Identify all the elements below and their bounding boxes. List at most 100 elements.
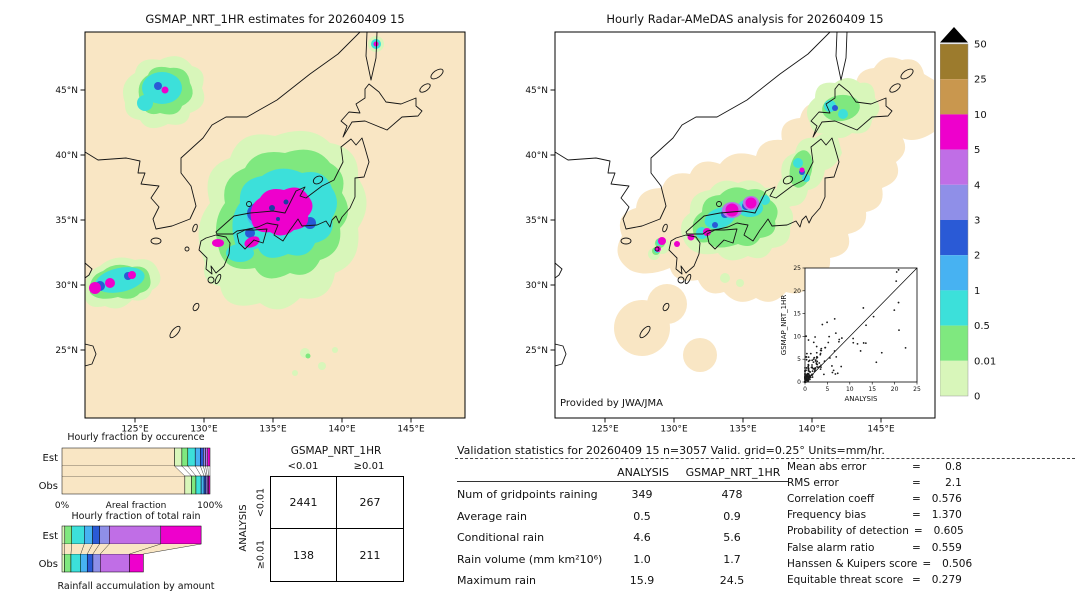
scatter-point (807, 356, 810, 358)
equals-sign: = (912, 509, 921, 522)
bar-segment (70, 553, 81, 573)
contingency-cell-hit-dry: 2441 (271, 477, 337, 529)
bar-segment (109, 525, 162, 545)
scatter-point (806, 373, 809, 376)
row-label-obs: Obs (39, 481, 58, 492)
scatter-point (816, 360, 819, 363)
colorbar-segment (940, 149, 968, 185)
scatter-point (833, 350, 836, 352)
validation-gsmap-value: 5.6 (723, 531, 741, 545)
scatter-point (831, 371, 834, 374)
right-map-title: Hourly Radar-AMeDAS analysis for 2026040… (606, 12, 884, 26)
skill-score-label: Equitable threat score (787, 573, 904, 586)
inset-y-tick-label: 20 (793, 288, 801, 295)
inset-x-tick-label: 15 (868, 386, 876, 393)
scatter-point (812, 361, 815, 364)
scatter-point (809, 352, 812, 355)
bar-segment (92, 525, 100, 545)
validation-analysis-value: 349 (631, 488, 653, 502)
scatter-point (840, 337, 843, 339)
scatter-point (904, 346, 907, 349)
inset-x-tick-label: 10 (846, 386, 854, 393)
bar-segment (160, 525, 202, 545)
credit-text: Provided by JWA/JMA (560, 398, 663, 409)
inset-y-tick-label: 15 (793, 311, 801, 318)
stats-column-analysis: ANALYSIS (617, 466, 669, 479)
validation-row-label: Maximum rain (457, 574, 536, 588)
scatter-point (815, 345, 818, 348)
scatter-point (836, 372, 839, 375)
colorbar-tick-label: 25 (974, 75, 987, 86)
scatter-point (833, 317, 836, 320)
stacked-bars (61, 447, 211, 495)
lat-tick-label: 30°N (55, 281, 78, 291)
scatter-point (859, 350, 862, 352)
map-frame (554, 31, 936, 419)
validation-row-label: Average rain (457, 509, 527, 523)
scatter-point (875, 361, 878, 364)
scatter-point (805, 367, 808, 369)
contingency-side-label: ANALYSIS (238, 504, 249, 552)
x-axis-max-label: 100% (197, 501, 223, 511)
scatter-point (829, 357, 831, 359)
scatter-point (811, 373, 813, 376)
skill-score-row: Hanssen & Kuipers score = 0.506 (787, 556, 1075, 572)
lon-tick-label: 140°E (328, 425, 356, 435)
bar-segment (99, 525, 110, 545)
bar-connector (62, 466, 185, 476)
scatter-point (872, 315, 875, 318)
skill-score-row: RMS error = 2.1 (787, 475, 1075, 491)
validation-gsmap-value: 1.7 (723, 552, 741, 566)
scatter-point (898, 329, 900, 331)
overflow-triangle-icon (940, 27, 968, 43)
scatter-point (807, 377, 810, 380)
scatter-point (822, 373, 825, 376)
bar-segment (174, 447, 183, 467)
lon-tick-label: 135°E (259, 425, 287, 435)
scatter-point (852, 337, 855, 340)
equals-sign: = (912, 541, 921, 554)
contingency-col-label: <0.01 (287, 461, 319, 472)
equals-sign: = (912, 477, 921, 490)
colorbar-tick-label: 0.5 (974, 321, 990, 332)
scatter-point (807, 339, 810, 341)
gsmap-estimate-map: 45°N 40°N 35°N 30°N 25°N 125°E 130°E 135°E 140°E… (55, 31, 466, 435)
validation-table-row: Maximum rain 15.9 24.5 (457, 570, 791, 592)
scatter-point (834, 373, 837, 375)
bar-segment (208, 475, 211, 495)
scatter-point (838, 340, 840, 343)
bar-segment (84, 525, 93, 545)
scatter-point (809, 371, 812, 373)
colorbar-tick-label: 5 (974, 145, 980, 156)
equals-sign: = (912, 461, 921, 474)
scatter-point (819, 368, 822, 371)
bar-segment (207, 447, 211, 467)
scatter-point (813, 368, 816, 370)
bar-segment (100, 553, 130, 573)
scatter-point (827, 341, 830, 344)
validation-analysis-value: 15.9 (629, 574, 655, 588)
scatter-point (816, 365, 818, 368)
inset-x-tick-label: 25 (913, 386, 921, 393)
contingency-row-label: ≥0.01 (255, 539, 267, 570)
skill-score-label: Mean abs error (787, 461, 867, 474)
lon-tick-label: 125°E (591, 425, 619, 435)
contingency-row-label: <0.01 (255, 487, 267, 518)
inset-x-axis-label: ANALYSIS (844, 395, 878, 403)
validation-analysis-value: 4.6 (633, 531, 651, 545)
skill-score-value: 1.370 (931, 509, 962, 522)
scatter-point (807, 363, 810, 366)
bar-segment (205, 447, 209, 467)
scatter-point (812, 341, 815, 344)
scatter-point (807, 366, 809, 368)
colorbar-tick-label: 3 (974, 216, 980, 227)
scatter-point (813, 356, 816, 359)
chart-title: Hourly fraction of total rain (72, 511, 201, 522)
skill-score-value: 0.576 (931, 493, 962, 506)
scatter-point (895, 271, 898, 273)
bar-segment (61, 553, 65, 573)
lat-tick-label: 30°N (525, 281, 548, 291)
contingency-cell-false-alarm: 267 (337, 477, 403, 529)
validation-table: Num of gridpoints raining 349 478 Average r… (457, 484, 791, 592)
skill-score-label: Probability of detection (787, 525, 909, 538)
